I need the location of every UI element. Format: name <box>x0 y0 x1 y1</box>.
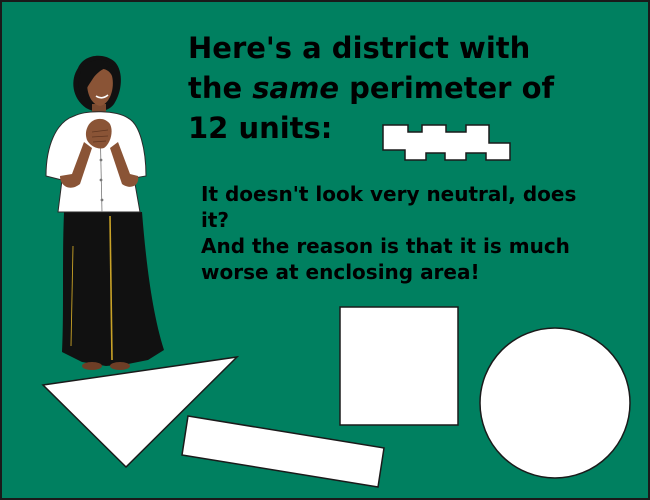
triangle-shape-icon <box>41 355 240 469</box>
zigzag-district-icon <box>382 124 511 161</box>
body-line-2: And the reason is that it is much worse … <box>201 234 570 284</box>
heading-line-3: 12 units: <box>188 111 333 145</box>
heading-line-2-start: the <box>188 71 253 105</box>
woman-illustration-icon <box>45 55 164 370</box>
rectangle-shape-icon <box>181 415 385 488</box>
heading: Here's a district with the same perimete… <box>188 28 608 148</box>
heading-line-2-end: perimeter of <box>339 71 555 105</box>
heading-emphasis: same <box>252 71 339 105</box>
heading-line-1: Here's a district with <box>188 31 531 65</box>
square-shape-icon <box>339 306 459 426</box>
body-text: It doesn't look very neutral, does it? A… <box>201 181 601 285</box>
heading-line-2: the same perimeter of <box>188 68 608 108</box>
body-line-1: It doesn't look very neutral, does it? <box>201 182 577 232</box>
circle-shape-icon <box>479 327 631 479</box>
